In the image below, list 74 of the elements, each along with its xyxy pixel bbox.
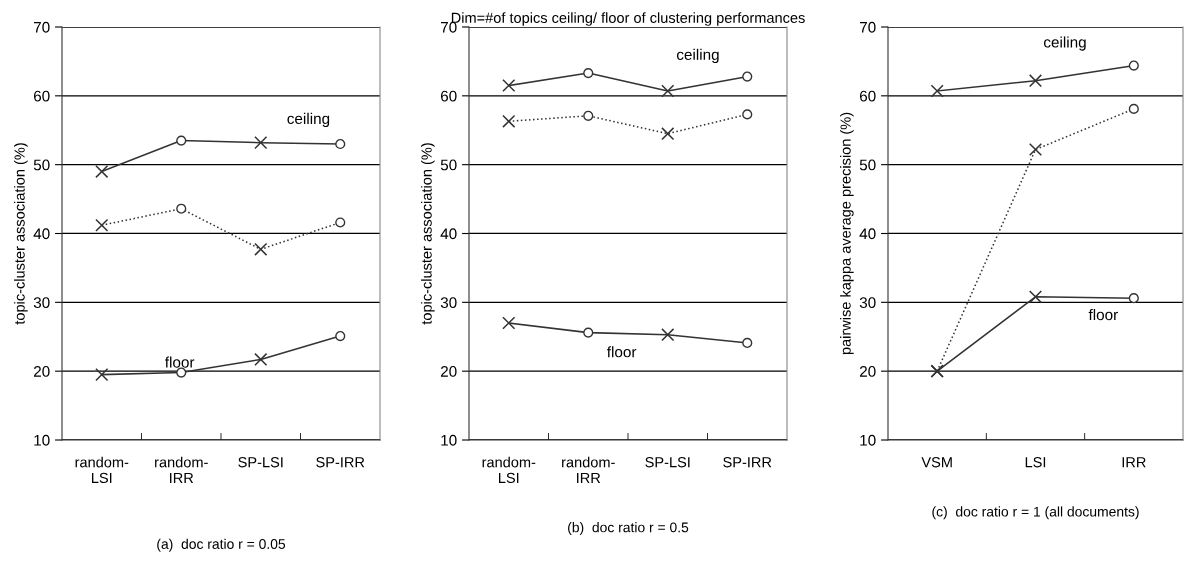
point — [95, 218, 109, 232]
point — [254, 242, 268, 256]
y-tick-label: 40 — [440, 228, 457, 240]
point — [1128, 293, 1139, 304]
y-tick-label: 70 — [859, 21, 876, 33]
x-tick-label: LSI — [1025, 457, 1046, 468]
point — [742, 109, 753, 120]
x-tick-label: SP-LSI — [238, 457, 283, 468]
point — [254, 352, 268, 367]
point — [1028, 290, 1043, 304]
x-tick-label: random- IRR — [155, 456, 208, 483]
point — [583, 110, 594, 121]
y-tick-label: 70 — [33, 21, 50, 33]
y-tick-label: 20 — [33, 366, 50, 377]
point — [1128, 60, 1139, 71]
annotation: floor — [165, 356, 195, 368]
y-tick-label: 60 — [859, 90, 876, 102]
point — [502, 78, 516, 93]
point — [176, 203, 187, 214]
x-axis-title: (a) doc ratio r = 0.05 — [157, 538, 286, 552]
annotation: ceiling — [1043, 36, 1086, 51]
y-tick-label: 20 — [440, 366, 457, 377]
y-tick-label: 60 — [33, 90, 50, 102]
y-tick-label: 60 — [440, 90, 457, 102]
y-tick-label: 40 — [859, 228, 876, 240]
point — [502, 316, 516, 330]
point — [742, 337, 753, 349]
x-tick-label: random- LSI — [482, 456, 536, 484]
x-tick-label: SP-IRR — [316, 457, 365, 468]
point — [335, 138, 346, 150]
y-tick-label: 30 — [440, 297, 457, 309]
point — [95, 368, 109, 382]
y-tick-label: 10 — [860, 434, 876, 446]
point — [176, 135, 187, 146]
x-tick-label: SP-IRR — [723, 457, 772, 468]
y-tick-label: 30 — [33, 297, 50, 309]
x-tick-label: IRR — [1122, 457, 1146, 468]
point — [742, 71, 753, 82]
y-tick-label: 50 — [33, 159, 50, 171]
y-axis-title: topic-cluster association (%) — [421, 143, 435, 325]
x-tick-label: VSM — [921, 457, 952, 468]
point — [176, 367, 187, 378]
point — [930, 84, 944, 98]
annotation: ceiling — [287, 112, 330, 128]
point — [254, 136, 268, 150]
point — [95, 164, 109, 179]
y-axis-title: topic-cluster association (%) — [14, 143, 28, 325]
y-tick-label: 50 — [859, 159, 876, 171]
x-axis-title: (c) doc ratio r = 1 (all documents) — [932, 506, 1139, 520]
y-tick-label: 30 — [859, 297, 876, 309]
annotation: ceiling — [676, 48, 719, 64]
point — [335, 330, 346, 342]
point — [661, 127, 675, 141]
x-tick-label: SP-LSI — [645, 457, 690, 468]
y-tick-label: 10 — [441, 434, 457, 446]
y-tick-label: 50 — [440, 159, 457, 171]
annotation: floor — [607, 346, 637, 358]
point — [583, 327, 594, 338]
point — [502, 114, 516, 128]
point — [1028, 74, 1043, 88]
y-axis-title: pairwise kappa average precision (%) — [840, 112, 854, 355]
y-tick-label: 20 — [859, 366, 876, 377]
point — [661, 84, 675, 98]
x-axis-title: (b) doc ratio r = 0.5 — [568, 522, 689, 536]
point — [335, 217, 346, 228]
y-tick-label: 40 — [33, 228, 50, 240]
x-tick-label: random- IRR — [562, 456, 615, 483]
point — [583, 68, 594, 79]
point — [1128, 103, 1139, 114]
y-tick-label: 10 — [34, 434, 50, 446]
x-tick-label: random- LSI — [75, 456, 129, 484]
point — [1028, 142, 1043, 157]
annotation: floor — [1088, 308, 1118, 321]
point — [661, 328, 675, 342]
